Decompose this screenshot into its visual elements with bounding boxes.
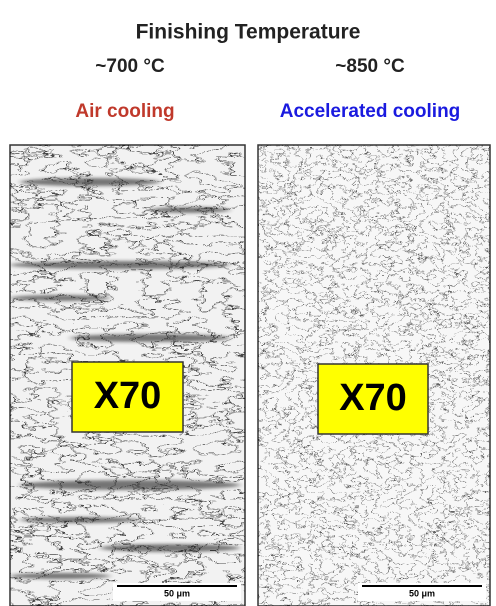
scale-label: 50 μm bbox=[409, 588, 435, 598]
grade-label: X70 bbox=[94, 375, 162, 417]
temperature: ~700 °C bbox=[95, 56, 165, 77]
cooling-label: Air cooling bbox=[75, 101, 174, 122]
title: Finishing Temperature bbox=[136, 21, 361, 44]
grade-label: X70 bbox=[339, 377, 407, 419]
cooling-label: Accelerated cooling bbox=[280, 101, 461, 122]
figure: Finishing Temperature ~700 °C ~850 °C Ai… bbox=[0, 0, 496, 606]
micrograph: X70 50 μm bbox=[10, 145, 245, 606]
micrograph: X70 50 μm bbox=[258, 145, 490, 606]
temperature: ~850 °C bbox=[335, 56, 405, 77]
scale-label: 50 μm bbox=[164, 588, 190, 598]
